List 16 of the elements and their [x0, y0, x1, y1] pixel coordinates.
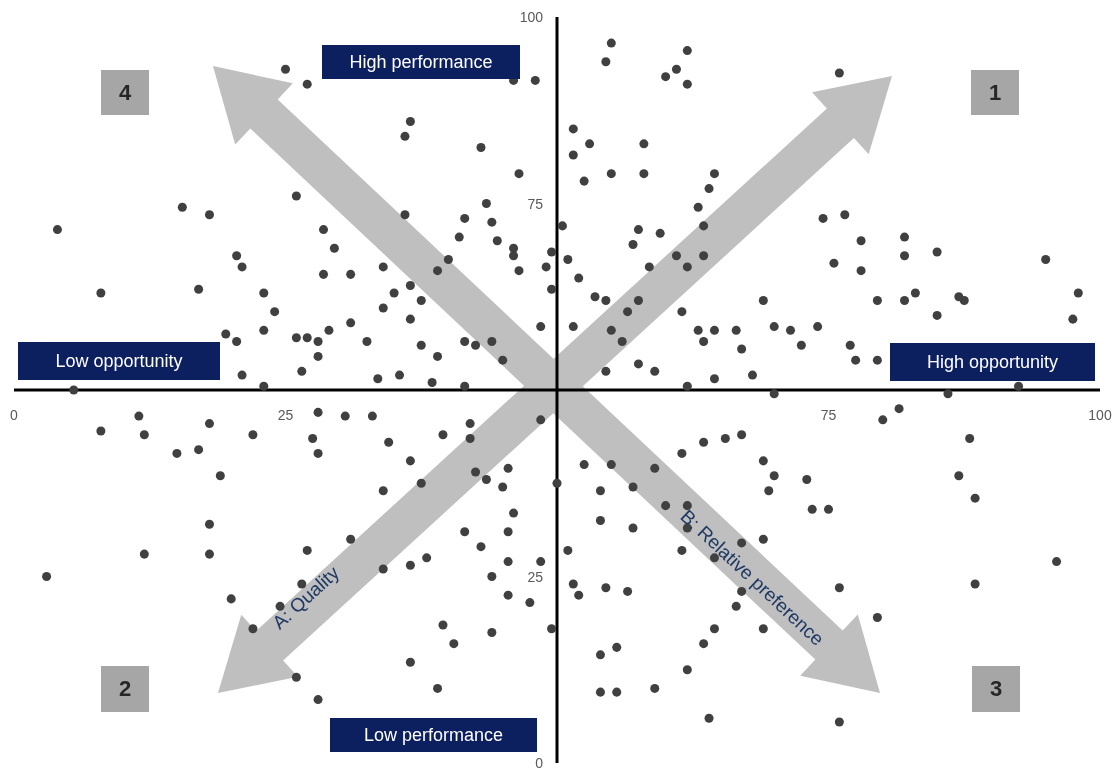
x-tick-label: 75 [820, 407, 837, 423]
number-box: 2 [101, 666, 149, 712]
number-box: 3 [972, 666, 1020, 712]
label-box: Low opportunity [18, 342, 220, 380]
x-tick-label: 0 [10, 407, 19, 423]
y-tick-label: 100 [519, 9, 544, 25]
label-box: High performance [322, 45, 520, 79]
y-tick-label: 75 [527, 195, 544, 212]
x-tick-label: 25 [277, 407, 294, 423]
number-box: 4 [101, 70, 149, 115]
label-box: Low performance [330, 718, 537, 752]
x-tick-label: 100 [1088, 407, 1112, 423]
y-tick-label: 0 [535, 755, 544, 770]
label-box: High opportunity [890, 343, 1095, 381]
y-tick-label: 25 [527, 568, 544, 585]
number-box: 1 [971, 70, 1019, 115]
